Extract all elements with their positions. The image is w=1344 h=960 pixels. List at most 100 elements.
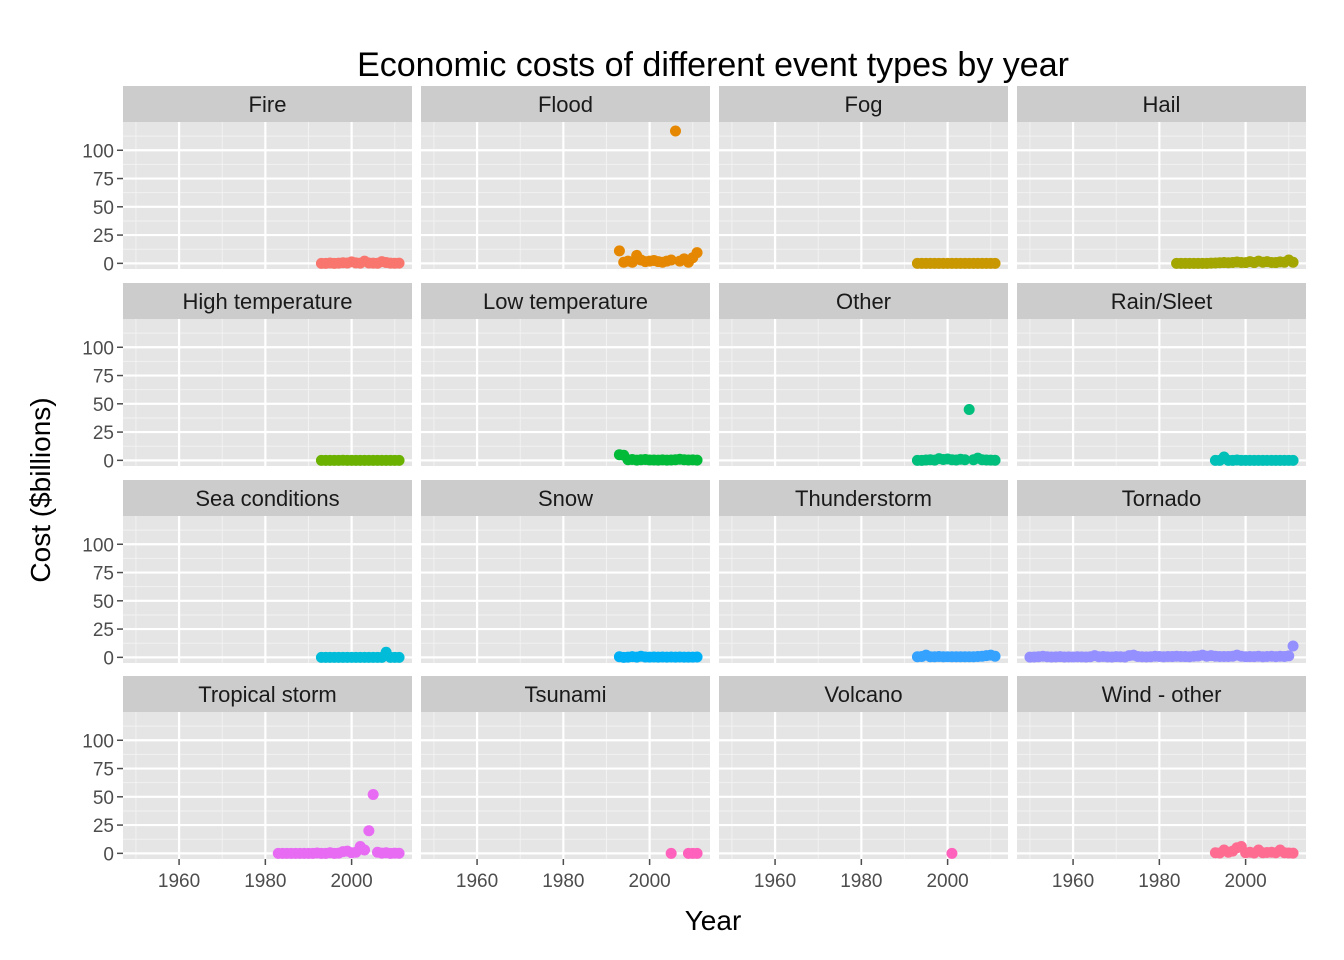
strip-label: Tornado bbox=[1122, 486, 1202, 511]
x-axis-title: Year bbox=[685, 905, 742, 936]
x-tick-label: 1980 bbox=[244, 871, 286, 892]
y-tick-label: 50 bbox=[93, 788, 114, 809]
panel-background bbox=[123, 122, 412, 269]
panel-background bbox=[421, 319, 710, 466]
y-tick-label: 0 bbox=[103, 844, 114, 865]
strip-label: Snow bbox=[538, 486, 593, 511]
data-point bbox=[665, 254, 677, 266]
data-point bbox=[393, 847, 405, 859]
data-point bbox=[613, 245, 625, 257]
x-tick-label: 2000 bbox=[628, 871, 670, 892]
strip-background bbox=[719, 480, 1008, 516]
data-point bbox=[669, 125, 681, 137]
data-point bbox=[691, 247, 703, 259]
panel-background bbox=[421, 712, 710, 859]
panel-hail: Hail bbox=[1017, 86, 1306, 269]
panel-background bbox=[719, 319, 1008, 466]
y-tick-label: 100 bbox=[82, 535, 114, 556]
data-point bbox=[989, 454, 1001, 466]
panel-wind-other: Wind - other 1960 1980 2000 bbox=[1017, 676, 1306, 892]
panel-fire: Fire 0 25 50 75 100 bbox=[82, 86, 412, 275]
panel-background bbox=[1017, 319, 1306, 466]
y-tick-label: 25 bbox=[93, 226, 114, 247]
y-tick-label: 0 bbox=[103, 451, 114, 472]
panel-flood: Flood bbox=[421, 86, 710, 269]
panel-low-temperature: Low temperature bbox=[421, 283, 710, 466]
strip-background bbox=[123, 86, 412, 122]
strip-label: Wind - other bbox=[1102, 682, 1222, 707]
data-point bbox=[367, 789, 379, 801]
data-point bbox=[691, 651, 703, 663]
panel-background bbox=[1017, 712, 1306, 859]
strip-label: High temperature bbox=[183, 289, 353, 314]
panel-background bbox=[123, 712, 412, 859]
data-point bbox=[393, 651, 405, 663]
x-tick-label: 1960 bbox=[456, 871, 498, 892]
strip-background bbox=[123, 676, 412, 712]
panel-background bbox=[1017, 122, 1306, 269]
y-tick-label: 75 bbox=[93, 760, 114, 781]
strip-label: Volcano bbox=[824, 682, 902, 707]
y-tick-label: 100 bbox=[82, 141, 114, 162]
y-tick-label: 50 bbox=[93, 592, 114, 613]
x-tick-label: 1980 bbox=[542, 871, 584, 892]
x-tick-label: 2000 bbox=[1224, 871, 1266, 892]
y-tick-label: 75 bbox=[93, 367, 114, 388]
panel-background bbox=[719, 516, 1008, 663]
panel-background bbox=[123, 319, 412, 466]
panel-snow: Snow bbox=[421, 480, 710, 663]
y-tick-label: 75 bbox=[93, 564, 114, 585]
panel-other: Other bbox=[719, 283, 1008, 466]
panel-fog: Fog bbox=[719, 86, 1008, 269]
panel-volcano: Volcano 1960 1980 2000 bbox=[719, 676, 1008, 892]
strip-background bbox=[421, 86, 710, 122]
data-point bbox=[359, 844, 371, 856]
panel-tropical-storm: Tropical storm 0 25 50 75 100 1960 1980 2000 bbox=[82, 676, 412, 892]
data-point bbox=[691, 847, 703, 859]
strip-background bbox=[1017, 86, 1306, 122]
y-tick-label: 0 bbox=[103, 648, 114, 669]
x-tick-label: 1980 bbox=[840, 871, 882, 892]
data-point bbox=[959, 454, 971, 466]
x-tick-label: 2000 bbox=[330, 871, 372, 892]
y-tick-label: 0 bbox=[103, 254, 114, 275]
panel-tsunami: Tsunami 1960 1980 2000 bbox=[421, 676, 710, 892]
y-tick-label: 75 bbox=[93, 170, 114, 191]
strip-label: Tropical storm bbox=[198, 682, 337, 707]
y-tick-label: 100 bbox=[82, 338, 114, 359]
y-tick-label: 25 bbox=[93, 816, 114, 837]
data-point bbox=[393, 257, 405, 269]
strip-background bbox=[123, 480, 412, 516]
panel-background bbox=[1017, 516, 1306, 663]
strip-background bbox=[123, 283, 412, 319]
data-point bbox=[1283, 650, 1295, 662]
data-point bbox=[393, 454, 405, 466]
y-tick-label: 25 bbox=[93, 423, 114, 444]
strip-label: Other bbox=[836, 289, 891, 314]
data-point bbox=[989, 650, 1001, 662]
data-point bbox=[691, 454, 703, 466]
strip-label: Fire bbox=[249, 92, 287, 117]
strip-label: Flood bbox=[538, 92, 593, 117]
y-tick-label: 100 bbox=[82, 731, 114, 752]
panel-background bbox=[123, 516, 412, 663]
panel-rain-sleet: Rain/Sleet bbox=[1017, 283, 1306, 466]
strip-background bbox=[421, 283, 710, 319]
data-point bbox=[989, 257, 1001, 269]
strip-label: Thunderstorm bbox=[795, 486, 932, 511]
data-point bbox=[665, 847, 677, 859]
strip-label: Fog bbox=[845, 92, 883, 117]
strip-background bbox=[421, 676, 710, 712]
y-axis-title: Cost ($billions) bbox=[25, 397, 56, 582]
data-point bbox=[963, 403, 975, 415]
panel-sea-conditions: Sea conditions 0 25 50 75 100 bbox=[82, 480, 412, 669]
strip-background bbox=[1017, 676, 1306, 712]
chart-title: Economic costs of different event types … bbox=[357, 46, 1069, 84]
data-point bbox=[1287, 847, 1299, 859]
strip-label: Low temperature bbox=[483, 289, 648, 314]
strip-background bbox=[719, 86, 1008, 122]
y-tick-label: 50 bbox=[93, 198, 114, 219]
panel-background bbox=[719, 712, 1008, 859]
data-point bbox=[1287, 256, 1299, 268]
